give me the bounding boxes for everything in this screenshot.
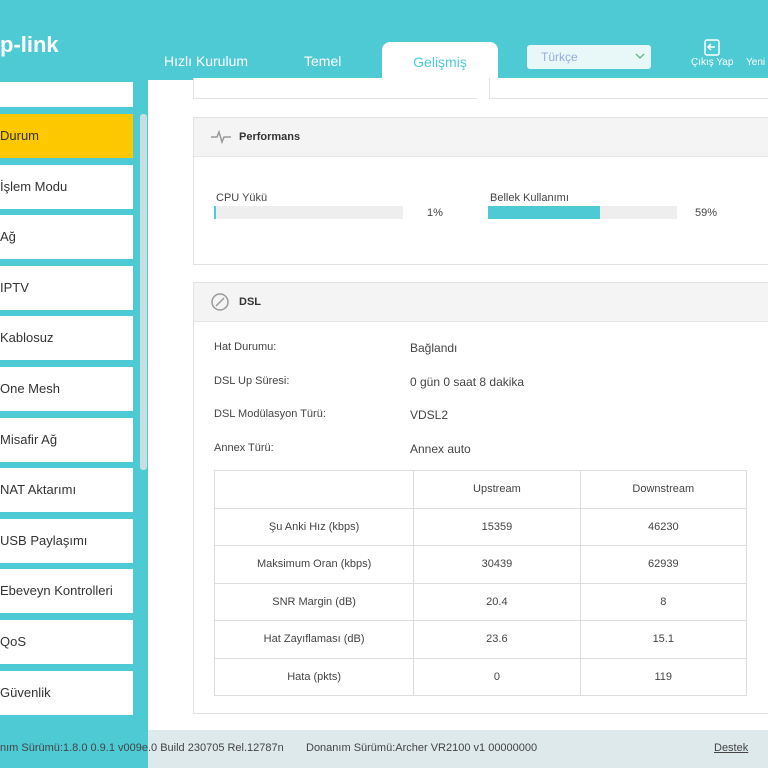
memory-label: Bellek Kullanımı: [490, 192, 569, 204]
cell: 30439: [413, 545, 581, 584]
menu-item[interactable]: Kablosuz: [0, 316, 133, 361]
memory-value: 59%: [695, 207, 718, 219]
language: Türkçe: [541, 50, 578, 64]
info-label: DSL Up Süresi:: [214, 374, 290, 387]
info-value: Bağlandı: [410, 341, 458, 355]
cell: 62939: [579, 545, 748, 584]
table-row: Hat Zayıflaması (dB) 23.6 15.1: [213, 620, 748, 659]
info-value: VDSL2: [410, 408, 449, 423]
reboot[interactable]: Yeni: [746, 57, 766, 68]
cpu-value: 1%: [427, 207, 443, 219]
menu-item[interactable]: IPTV: [0, 265, 133, 310]
table-header: Upstream Downstream: [213, 470, 748, 509]
menu-item[interactable]: One Mesh: [0, 367, 133, 411]
header-cell: Downstream: [579, 470, 748, 509]
card-partial: [489, 78, 768, 99]
card-title: DSL: [239, 296, 261, 308]
firmware: nım Sürümü:1.8.0 0.9.1 v009e.0 Build 230…: [0, 742, 284, 754]
hardware: Donanım Sürümü:Archer VR2100 v1 00000000: [306, 742, 538, 754]
dsl-table: Upstream Downstream Şu Anki Hız (kbps) 1535…: [213, 470, 748, 696]
memory-track: [488, 206, 677, 219]
cell: 46230: [579, 507, 748, 546]
icon: [211, 293, 229, 311]
tab-label: Gelişmiş: [413, 54, 467, 70]
language-select[interactable]: Türkçe: [527, 45, 651, 69]
tab[interactable]: Hızlı Kurulum: [164, 53, 249, 69]
cell: 8: [579, 582, 748, 621]
menu-item[interactable]: Durum: [0, 114, 133, 158]
info-value: 0 gün 0 saat 8 dakika: [410, 374, 525, 389]
menu-item[interactable]: Misafir Ağ: [0, 417, 133, 462]
cell: SNR Margin (dB): [213, 582, 415, 621]
cpu-label: CPU Yükü: [216, 192, 268, 204]
tab-active[interactable]: Gelişmiş: [382, 42, 498, 82]
card-title: Performans: [239, 131, 301, 143]
table-row: Hata (pkts) 0 119: [213, 657, 748, 696]
cell: Hata (pkts): [213, 657, 415, 696]
support-link[interactable]: Destek: [714, 742, 749, 754]
cell: Şu Anki Hız (kbps): [213, 507, 415, 546]
cell: 119: [579, 657, 748, 696]
chevron: [635, 53, 645, 60]
table-row: SNR Margin (dB) 20.4 8: [213, 582, 748, 621]
menu-item[interactable]: QoS: [0, 620, 133, 664]
cell: Maksimum Oran (kbps): [213, 545, 415, 584]
cell: Hat Zayıflaması (dB): [213, 620, 415, 659]
card-partial: [193, 78, 477, 99]
info-label: Annex Türü:: [214, 442, 274, 455]
cpu-bar: [214, 206, 216, 219]
cell: 23.6: [413, 620, 581, 659]
scrollbar: [140, 114, 147, 470]
table-row: Şu Anki Hız (kbps) 15359 46230: [213, 507, 748, 546]
table-row: Maksimum Oran (kbps) 30439 62939: [213, 545, 748, 584]
logout-icon[interactable]: [703, 39, 721, 57]
info-value: Annex auto: [410, 442, 471, 457]
info-label: Hat Durumu:: [214, 341, 277, 353]
menu-item[interactable]: İşlem Modu: [0, 164, 133, 209]
sidebar-top: [0, 82, 133, 107]
info-label: DSL Modülasyon Türü:: [214, 408, 326, 421]
menu-item[interactable]: USB Paylaşımı: [0, 518, 133, 563]
footer: [148, 730, 768, 768]
logo: p-link: [0, 32, 59, 57]
tab[interactable]: Temel: [304, 53, 342, 69]
menu-item[interactable]: NAT Aktarımı: [0, 468, 133, 513]
icon: [211, 130, 231, 144]
header-cell: Upstream: [413, 470, 581, 509]
cell: 15.1: [579, 620, 748, 659]
menu-item[interactable]: Güvenlik: [0, 670, 133, 715]
cpu-track: [214, 206, 403, 219]
cell: 0: [413, 657, 581, 696]
header-cell: [213, 470, 415, 509]
cell: 20.4: [413, 582, 581, 621]
menu-item[interactable]: Ebeveyn Kontrolleri: [0, 569, 133, 614]
cell: 15359: [413, 507, 581, 546]
performance-card: Performans: [193, 117, 768, 265]
memory-bar: [488, 206, 600, 219]
logout[interactable]: Çıkış Yap: [691, 57, 734, 68]
menu-item[interactable]: Ağ: [0, 215, 133, 260]
